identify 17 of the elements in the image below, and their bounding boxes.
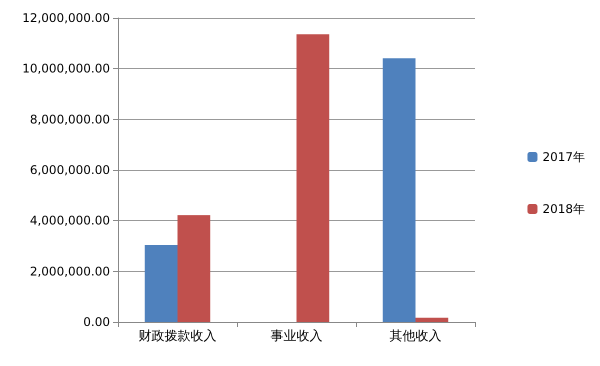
- y-tick-label: 8,000,000.00: [30, 112, 110, 126]
- bar: [296, 34, 330, 322]
- legend-label: 2018年: [542, 202, 586, 216]
- y-tick-label: 10,000,000.00: [22, 62, 110, 76]
- x-tick-label: 事业收入: [270, 329, 322, 344]
- bar: [144, 244, 178, 322]
- bar: [382, 58, 416, 322]
- y-tick-label: 2,000,000.00: [30, 264, 110, 278]
- y-tick-label: 4,000,000.00: [30, 214, 110, 228]
- x-tick-label: 其他收入: [390, 329, 442, 344]
- bar: [178, 215, 210, 322]
- bar: [416, 318, 448, 322]
- y-tick-label: 12,000,000.00: [22, 11, 110, 25]
- y-tick-label: 0.00: [83, 315, 110, 329]
- x-tick-label: 财政拨款收入: [138, 329, 216, 344]
- y-tick-label: 6,000,000.00: [30, 163, 110, 177]
- legend-label: 2017年: [542, 150, 586, 164]
